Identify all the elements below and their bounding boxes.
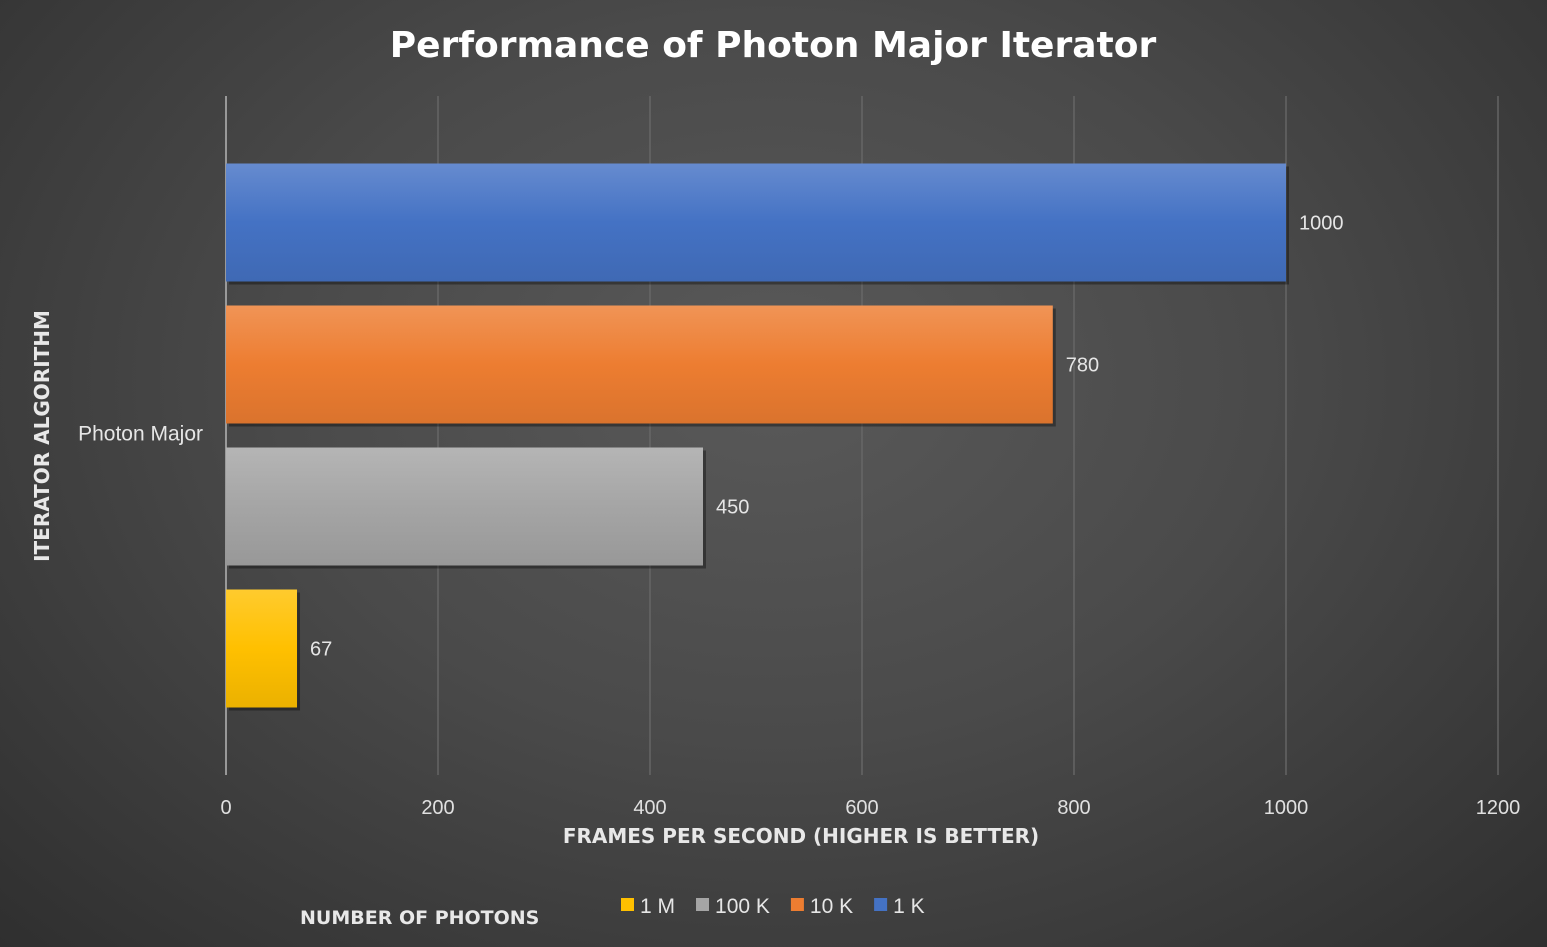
- legend-swatch: [696, 898, 710, 911]
- data-label: 780: [1066, 355, 1099, 377]
- data-label: 67: [310, 639, 332, 661]
- x-tick-label: 400: [633, 797, 666, 819]
- x-axis-ticks: 0 200 400 600 800 1000 1200: [220, 797, 1520, 819]
- data-label: 450: [716, 497, 749, 519]
- x-tick-label: 600: [845, 797, 878, 819]
- y-axis-title: ITERATOR ALGORITHM: [30, 310, 54, 562]
- legend-label: 100 K: [715, 895, 770, 918]
- y-axis-categories: Photon Major: [78, 423, 203, 446]
- x-tick-label: 1200: [1476, 797, 1521, 819]
- x-tick-label: 0: [220, 797, 231, 819]
- legend-label: 1 M: [640, 895, 675, 918]
- legend-label: 1 K: [893, 895, 925, 918]
- chart-title: Performance of Photon Major Iterator: [390, 25, 1157, 66]
- legend-title: NUMBER OF PHOTONS: [300, 907, 539, 929]
- category-label: Photon Major: [78, 423, 203, 446]
- x-tick-label: 800: [1057, 797, 1090, 819]
- x-tick-label: 200: [421, 797, 454, 819]
- bars: 1000 780 450 67: [226, 163, 1344, 711]
- x-axis-title: FRAMES PER SECOND (HIGHER IS BETTER): [563, 824, 1039, 848]
- legend-swatch: [874, 898, 888, 911]
- legend: 1 M 100 K 10 K 1 K: [621, 895, 925, 918]
- bar: [226, 305, 1053, 424]
- x-tick-label: 1000: [1264, 797, 1309, 819]
- bar: [226, 447, 703, 566]
- bar: [226, 163, 1286, 282]
- data-label: 1000: [1299, 213, 1344, 235]
- bar: [226, 589, 298, 708]
- legend-swatch: [621, 898, 634, 911]
- legend-swatch: [790, 898, 804, 911]
- legend-label: 10 K: [810, 895, 853, 918]
